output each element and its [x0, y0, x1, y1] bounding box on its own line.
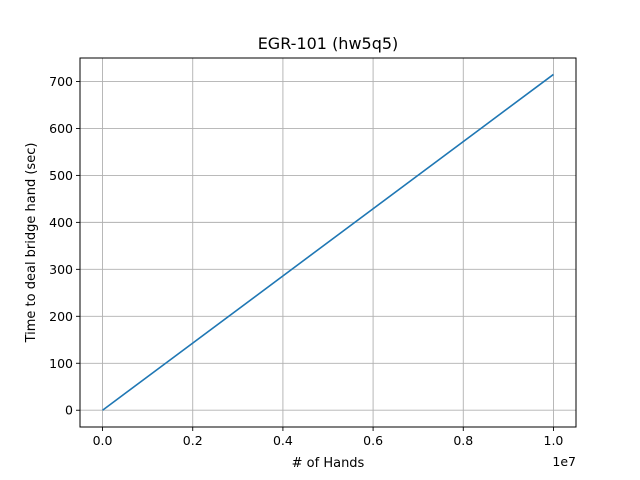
y-tick-label: 500: [49, 168, 73, 183]
y-tick-label: 600: [49, 121, 73, 136]
y-tick-label: 400: [49, 215, 73, 230]
x-tick-label: 0.8: [453, 433, 473, 448]
y-tick-label: 200: [49, 309, 73, 324]
y-tick-label: 700: [49, 74, 73, 89]
x-axis-offset-label: 1e7: [552, 454, 576, 469]
x-tick-label: 1.0: [544, 433, 564, 448]
plot-frame: [79, 57, 577, 428]
chart-title: EGR-101 (hw5q5): [258, 34, 399, 53]
x-tick-label: 0.0: [93, 433, 113, 448]
ticks: 0.0 0.2 0.4 0.6 0.8 1.0 0 100 200 300 400 500 600 700: [49, 74, 563, 448]
y-tick-label: 0: [65, 403, 73, 418]
y-axis-label: Time to deal bridge hand (sec): [24, 143, 39, 344]
y-tick-label: 300: [49, 262, 73, 277]
y-tick-label: 100: [49, 356, 73, 371]
series-layer: [102, 73, 554, 411]
series-line: [102, 73, 554, 411]
x-axis-label: # of Hands: [292, 456, 365, 471]
x-tick-label: 0.2: [183, 433, 203, 448]
x-tick-label: 0.4: [273, 433, 293, 448]
grid: [80, 58, 576, 427]
x-tick-label: 0.6: [363, 433, 383, 448]
